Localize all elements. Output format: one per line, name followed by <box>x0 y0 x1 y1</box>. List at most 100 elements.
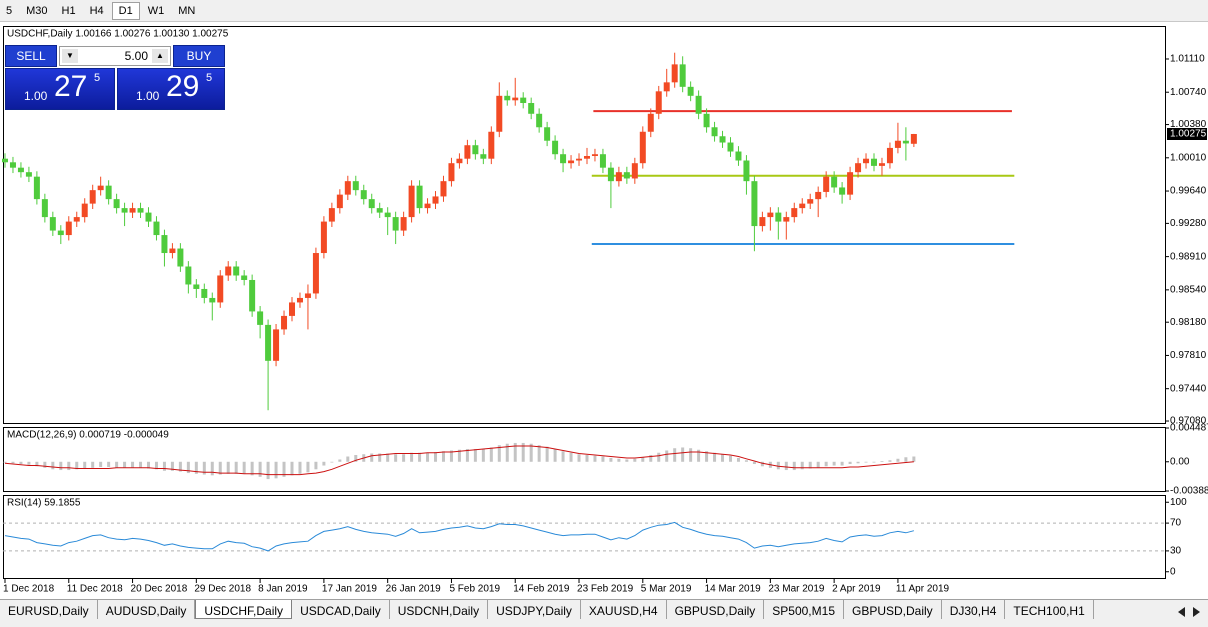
chart-tab[interactable]: USDCNH,Daily <box>390 600 489 619</box>
macd-histogram-bar <box>91 461 95 468</box>
macd-histogram-bar <box>394 454 398 462</box>
macd-histogram-bar <box>864 461 868 463</box>
macd-histogram-bar <box>162 461 166 471</box>
y-tick-label: 0.004487 <box>1170 423 1208 434</box>
candle-body <box>137 208 144 213</box>
candle-body <box>153 221 160 236</box>
timeframe-button[interactable]: H1 <box>61 4 76 17</box>
macd-histogram-bar <box>154 461 158 470</box>
macd-histogram-bar <box>194 461 198 474</box>
candle-body <box>727 142 734 152</box>
tab-scroll[interactable] <box>1175 605 1205 619</box>
candle-body <box>623 172 630 179</box>
candle-body <box>695 95 702 114</box>
macd-histogram-bar <box>481 448 485 462</box>
candle-body <box>536 113 543 128</box>
macd-histogram-bar <box>67 461 71 471</box>
macd-histogram-bar <box>170 461 174 471</box>
scroll-left[interactable] <box>1178 607 1185 617</box>
candle-body <box>639 131 646 164</box>
y-tick-label: 0.97810 <box>1170 350 1207 361</box>
macd-histogram-bar <box>3 461 7 463</box>
increase-arrow[interactable]: ▲ <box>152 49 168 63</box>
macd-histogram-bar <box>378 453 382 462</box>
macd-histogram-bar <box>856 461 860 464</box>
decrease-arrow[interactable]: ▼ <box>62 49 78 63</box>
macd-histogram-bar <box>83 461 87 469</box>
candle-body <box>408 185 415 218</box>
candle-body <box>711 127 718 137</box>
chart-tab[interactable]: GBPUSD,Daily <box>844 600 942 619</box>
candle-body <box>392 217 399 231</box>
macd-histogram-bar <box>131 461 135 468</box>
chart-tab[interactable]: EURUSD,Daily <box>0 600 98 619</box>
macd-histogram-bar <box>298 461 302 474</box>
macd-histogram-bar <box>713 452 717 462</box>
candle-body <box>464 145 471 159</box>
macd-histogram-bar <box>354 454 358 462</box>
candle-body <box>424 203 431 209</box>
candle-body <box>823 176 830 192</box>
candle-body <box>257 311 264 325</box>
candle-body <box>209 297 216 303</box>
x-tick-label: 2 Apr 2019 <box>832 584 881 595</box>
chart-tab[interactable]: USDCAD,Daily <box>292 600 390 619</box>
candle-body <box>105 185 112 200</box>
candle-body <box>902 140 909 144</box>
macd-histogram-bar <box>912 456 916 462</box>
macd-histogram-bar <box>35 461 39 467</box>
lots-field[interactable]: ▼ 5.00 ▲ <box>59 46 171 66</box>
macd-histogram-bar <box>210 461 214 476</box>
chart-tab[interactable]: DJ30,H4 <box>942 600 1006 619</box>
y-tick-label: 0.98910 <box>1170 251 1207 262</box>
sell-button[interactable]: SELL <box>5 45 57 67</box>
chart-tab[interactable]: GBPUSD,Daily <box>667 600 765 619</box>
price-pips: 29 <box>166 70 200 103</box>
timeframe-button[interactable]: MN <box>178 4 196 17</box>
macd-histogram-bar <box>99 461 103 468</box>
y-tick-label: 1.00380 <box>1170 119 1207 130</box>
chart-tab[interactable]: XAUUSD,H4 <box>581 600 667 619</box>
macd-panel-frame <box>3 427 1166 492</box>
panel-title: RSI(14) 59.1855 <box>7 498 81 509</box>
x-tick-label: 11 Apr 2019 <box>896 584 950 595</box>
candle-body <box>783 217 790 222</box>
timeframe-button[interactable]: H4 <box>89 4 104 17</box>
buy-button[interactable]: BUY <box>173 45 225 67</box>
timeframe-button[interactable]: 5 <box>6 4 13 17</box>
macd-histogram-bar <box>689 448 693 462</box>
chart-tab[interactable]: TECH100,H1 <box>1005 600 1094 619</box>
timeframe-toolbar: 5 M30 H1 H4 D1 W1 MN <box>0 0 1208 22</box>
chart-tab[interactable]: SP500,M15 <box>764 600 844 619</box>
macd-histogram-bar <box>585 454 589 462</box>
macd-histogram-bar <box>457 449 461 462</box>
timeframe-button[interactable]: D1 <box>111 1 140 20</box>
candle-body <box>871 158 878 166</box>
macd-histogram-bar <box>593 455 597 462</box>
rsi-line <box>4 521 915 552</box>
candle-body <box>281 315 288 330</box>
candle-body <box>17 167 24 173</box>
buy-price[interactable]: 1.00 29 5 <box>117 68 225 110</box>
macd-histogram-bar <box>569 452 573 462</box>
current-price-tag <box>1167 127 1207 140</box>
macd-histogram-bar <box>386 453 390 462</box>
chart-tab[interactable]: USDJPY,Daily <box>488 600 581 619</box>
timeframe-button[interactable]: M30 <box>26 4 48 17</box>
sell-price[interactable]: 1.00 27 5 <box>5 68 115 110</box>
candle-body <box>400 217 407 231</box>
macd-histogram-bar <box>601 456 605 462</box>
chart-tab[interactable]: AUDUSD,Daily <box>98 600 196 619</box>
macd-histogram-bar <box>330 461 334 463</box>
candle-body <box>129 208 136 213</box>
macd-histogram-bar <box>577 454 581 462</box>
macd-histogram-bar <box>266 461 270 480</box>
timeframe-button[interactable]: W1 <box>147 4 165 17</box>
chart-tab[interactable]: USDCHF,Daily <box>195 600 293 619</box>
candle-body <box>775 212 782 222</box>
price-prefix: 1.00 <box>136 89 160 103</box>
scroll-right[interactable] <box>1193 607 1200 617</box>
candle-body <box>615 172 622 182</box>
macd-histogram-bar <box>426 452 430 462</box>
